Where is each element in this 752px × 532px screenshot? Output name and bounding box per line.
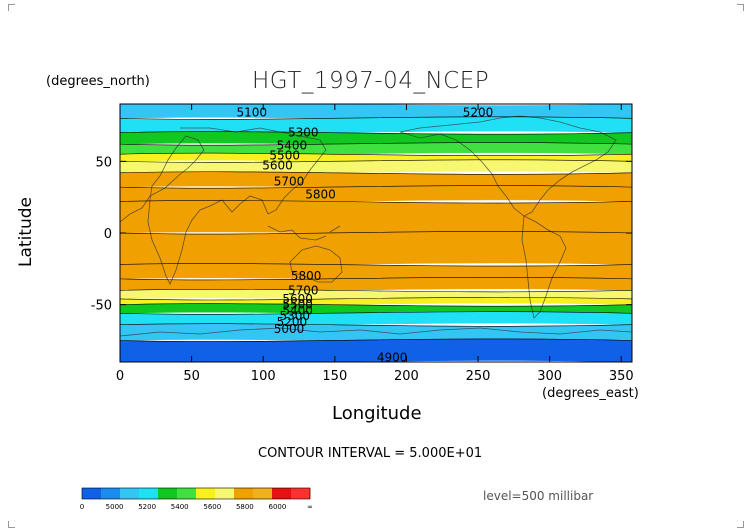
contour-line-11 — [120, 277, 632, 281]
corner-mark-top-left — [8, 4, 15, 11]
colorbar-swatch-1 — [101, 488, 121, 499]
contour-label-14: 5200 — [277, 315, 308, 329]
contour-label-5: 5600 — [262, 159, 293, 173]
corner-mark-bottom-left — [8, 521, 15, 528]
contour-label-16: 4900 — [377, 351, 408, 365]
colorbar-swatch-0 — [82, 488, 102, 499]
colorbar-legend: 0 5000 5200 5400 5600 5800 6000 ∞ — [80, 487, 313, 511]
band-0 — [120, 104, 632, 121]
colorbar-label-4: 5600 — [203, 503, 221, 511]
contour-line-5 — [120, 159, 632, 163]
x-tick-label-7: 350 — [609, 369, 634, 384]
level-label: level=500 millibar — [483, 489, 594, 503]
coastline-north-america — [399, 115, 617, 217]
x-axis-label: Longitude — [332, 403, 422, 424]
contour-interval-text: CONTOUR INTERVAL = 5.000E+01 — [258, 446, 483, 461]
contour-line-4 — [120, 152, 632, 157]
contour-line-8 — [120, 200, 632, 204]
contour-label-1: 5200 — [463, 106, 494, 120]
plot-area: 5100 520053005400550056005700580058005700… — [120, 104, 632, 365]
contour-line-13 — [120, 297, 632, 301]
contour-label-8: 5800 — [291, 269, 322, 283]
x-tick-label-5: 250 — [466, 369, 491, 384]
contour-line-12 — [120, 288, 632, 293]
x-tick-label-1: 50 — [183, 369, 200, 384]
contour-label-11: 5500 — [282, 298, 313, 312]
colorbar-swatch-6 — [196, 488, 216, 499]
colorbar-label-1: 5000 — [106, 503, 124, 511]
contour-label-7: 5800 — [305, 187, 336, 201]
contour-label-12: 5400 — [282, 303, 313, 317]
x-axis-units: (degrees_east) — [542, 386, 639, 401]
y-tick-label-2: -50 — [91, 299, 112, 314]
x-tick-label-0: 0 — [116, 369, 124, 384]
filled-contour-bands — [120, 104, 632, 362]
contour-label-13: 5300 — [279, 309, 310, 323]
colorbar-label-7: ∞ — [307, 503, 313, 511]
colorbar-label-5: 5800 — [236, 503, 254, 511]
y-tick-label-0: 50 — [95, 155, 112, 170]
contour-label-3: 5400 — [277, 139, 308, 153]
contour-line-16 — [120, 323, 632, 327]
contour-label-9: 5700 — [288, 283, 319, 297]
colorbar-swatch-11 — [291, 488, 311, 499]
corner-mark-bottom-right — [737, 521, 744, 528]
coastline-antarctica — [120, 327, 632, 337]
colorbar-label-0: 0 — [80, 503, 84, 511]
coastline-africa-europe — [120, 127, 237, 285]
contour-label-6: 5700 — [274, 174, 305, 188]
coastline-layer — [120, 115, 632, 337]
contour-line-9 — [120, 231, 632, 235]
colorbar-swatch-8 — [234, 488, 254, 499]
contour-lines — [120, 116, 632, 342]
contour-line-3 — [120, 142, 632, 146]
colorbar-swatch-3 — [139, 488, 159, 499]
contour-line-7 — [120, 185, 632, 189]
colorbar-swatch-7 — [215, 488, 235, 499]
coastline-maritime — [267, 225, 341, 241]
colorbar-label-6: 6000 — [269, 503, 287, 511]
coastline-asia — [199, 127, 327, 215]
contour-label-2: 5300 — [288, 126, 319, 140]
contour-line-14 — [120, 303, 632, 307]
x-axis: 0 50 100 150 200 250 300 350 — [116, 104, 634, 384]
contour-label-0: 5100 — [236, 106, 267, 120]
x-tick-label-4: 200 — [394, 369, 419, 384]
colorbar-label-2: 5200 — [138, 503, 156, 511]
contour-line-10 — [120, 263, 632, 267]
contour-label-10: 5600 — [282, 292, 313, 306]
contour-line-17 — [120, 338, 632, 342]
y-axis: 50 0 -50 — [91, 155, 632, 314]
contour-line-1 — [120, 116, 632, 120]
corner-mark-top-right — [737, 4, 744, 11]
colorbar-swatch-5 — [177, 488, 197, 499]
colorbar-swatch-10 — [272, 488, 292, 499]
band-9 — [120, 231, 632, 266]
x-tick-label-6: 300 — [537, 369, 562, 384]
band-8 — [120, 200, 632, 235]
contour-line-6 — [120, 171, 632, 175]
contour-labels: 5100 520053005400550056005700580058005700… — [236, 106, 494, 365]
contour-label-15: 5000 — [274, 322, 305, 336]
chart-title: HGT_1997-04_NCEP — [252, 68, 490, 94]
colorbar-swatch-4 — [158, 488, 178, 499]
colorbar-frame — [81, 487, 311, 500]
y-axis-units: (degrees_north) — [46, 74, 150, 89]
colorbar-label-3: 5400 — [171, 503, 189, 511]
colorbar-swatch-2 — [120, 488, 140, 499]
y-tick-label-1: 0 — [104, 227, 112, 242]
contour-line-15 — [120, 311, 632, 315]
colorbar-swatch-9 — [253, 488, 273, 499]
x-tick-label-2: 100 — [251, 369, 276, 384]
contour-line-2 — [120, 131, 632, 135]
coastline-australia — [289, 245, 343, 283]
x-tick-label-3: 150 — [322, 369, 347, 384]
contour-label-4: 5500 — [269, 149, 300, 163]
